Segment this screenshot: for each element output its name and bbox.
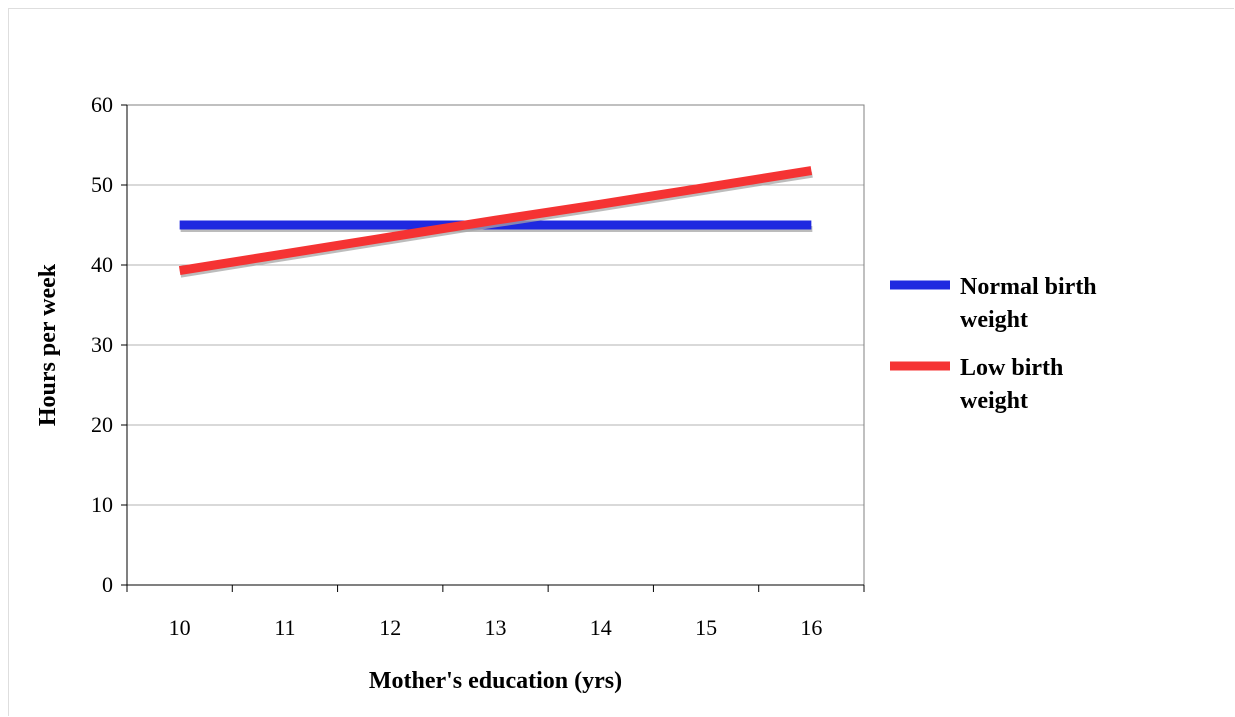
legend-label: Normal birth	[960, 274, 1097, 300]
y-tick-label: 20	[91, 412, 113, 437]
legend-label: Low birth	[960, 355, 1063, 381]
x-tick-label: 11	[274, 615, 295, 640]
y-axis: 0 10 20 30 40 50 60	[91, 92, 128, 597]
gridlines	[127, 104, 864, 506]
y-tick-label: 50	[91, 172, 113, 197]
x-tick-label: 15	[695, 615, 717, 640]
legend-item: Low birth weight	[890, 355, 1063, 414]
y-tick-label: 0	[102, 572, 113, 597]
legend: Normal birth weight Low birth weight	[890, 274, 1097, 414]
series-layer	[178, 166, 813, 278]
x-tick-label: 10	[169, 615, 191, 640]
x-tick-label: 13	[485, 615, 507, 640]
x-tick-label: 14	[590, 615, 612, 640]
legend-label: weight	[960, 388, 1028, 414]
y-tick-label: 10	[91, 492, 113, 517]
x-axis-title: Mother's education (yrs)	[369, 668, 622, 694]
x-axis: 10 11 12 13 14 15 16	[126, 584, 865, 640]
y-tick-label: 60	[91, 92, 113, 117]
x-tick-label: 16	[800, 615, 822, 640]
x-tick-label: 12	[379, 615, 401, 640]
y-axis-title: Hours per week	[35, 263, 61, 426]
chart-frame	[8, 8, 1234, 716]
legend-item: Normal birth weight	[890, 274, 1097, 333]
y-tick-label: 30	[91, 332, 113, 357]
y-tick-label: 40	[91, 252, 113, 277]
legend-label: weight	[960, 307, 1028, 333]
